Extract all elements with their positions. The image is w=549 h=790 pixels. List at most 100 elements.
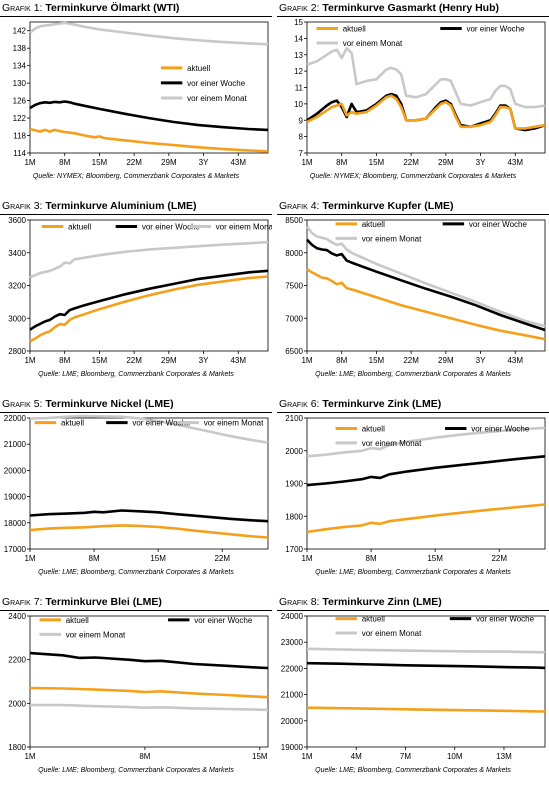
title-rule xyxy=(277,412,549,413)
y-tick-label: 2400 xyxy=(8,612,26,621)
y-tick-label: 22000 xyxy=(4,414,27,423)
y-tick-label: 3000 xyxy=(8,314,26,323)
series-line-vor-einer-Woche xyxy=(29,651,269,670)
chart-title: Grafik 3: Terminkurve Aluminium (LME) xyxy=(2,200,197,212)
y-tick-label: 15 xyxy=(294,18,303,27)
chart-title-text: Terminkurve Nickel (LME) xyxy=(45,398,174,410)
chart-source: Quelle: LME; Bloomberg, Commerzbank Corp… xyxy=(315,767,511,774)
series-line-vor-einer-Woche xyxy=(306,455,546,487)
x-tick-label: 8M xyxy=(59,356,70,365)
plot-frame xyxy=(306,417,546,550)
y-tick-label: 12 xyxy=(294,67,303,76)
y-tick-label: 130 xyxy=(13,79,27,88)
y-tick-label: 2000 xyxy=(285,447,303,456)
legend-label: vor einer Woche xyxy=(194,616,253,625)
x-tick-label: 3Y xyxy=(476,158,486,167)
x-tick-label: 29M xyxy=(161,158,177,167)
x-tick-label: 8M xyxy=(89,554,100,563)
x-tick-label: 7M xyxy=(400,752,411,761)
x-tick-label: 10M xyxy=(447,752,463,761)
chart-plot: 6500 7000 7500 8000 8500 1M 8M 15M 22M 29M 3Y 43M ak… xyxy=(285,216,546,365)
y-tick-label: 1900 xyxy=(285,480,303,489)
legend-label: vor einer Woche xyxy=(132,419,191,428)
x-tick-label: 15M xyxy=(369,158,385,167)
x-tick-label: 8M xyxy=(139,752,150,761)
chart-plot: 2800 3000 3200 3400 3600 1M 8M 15M 22M 29M 3Y 43M ak… xyxy=(8,216,272,365)
series-line-vor-einem-Monat xyxy=(30,703,269,712)
x-tick-label: 15M xyxy=(427,554,443,563)
x-tick-label: 43M xyxy=(230,356,246,365)
chart-number: Grafik 1: xyxy=(2,2,43,14)
chart-plot: 19000 20000 21000 22000 23000 24000 1M 4M 7M 10M 1… xyxy=(281,612,546,761)
chart-source: Quelle: LME; Bloomberg, Commerzbank Corp… xyxy=(38,767,234,774)
chart-title-text: Terminkurve Gasmarkt (Henry Hub) xyxy=(322,2,499,14)
plot-frame xyxy=(29,219,269,352)
x-tick-label: 22M xyxy=(214,554,230,563)
y-tick-label: 2000 xyxy=(8,699,26,708)
y-tick-label: 3400 xyxy=(8,249,26,258)
series-line-vor-einer-Woche xyxy=(306,238,546,332)
chart-panel-1: Grafik 1: Terminkurve Ölmarkt (WTI) 114 11… xyxy=(0,0,272,196)
x-tick-label: 1M xyxy=(301,356,312,365)
legend-label: aktuell xyxy=(362,220,385,229)
series-line-vor-einem-Monat xyxy=(29,21,269,46)
legend-label: vor einem Monat xyxy=(362,234,422,243)
x-tick-label: 15M xyxy=(150,554,166,563)
chart-title: Grafik 4: Terminkurve Kupfer (LME) xyxy=(279,200,453,212)
y-tick-label: 2100 xyxy=(285,414,303,423)
x-tick-label: 1M xyxy=(301,158,312,167)
series-line-vor-einer-Woche xyxy=(306,661,546,670)
y-tick-label: 7 xyxy=(299,149,304,158)
legend-label: aktuell xyxy=(343,25,366,34)
legend-label: aktuell xyxy=(362,424,385,433)
x-tick-label: 29M xyxy=(438,158,454,167)
chart-plot: 7 8 9 10 11 12 13 14 15 1M 8M 15M 22M 29M 3Y 43M aktuell… xyxy=(294,18,546,167)
y-tick-label: 20000 xyxy=(4,466,27,475)
series-line-vor-einer-Woche xyxy=(306,92,546,132)
y-tick-label: 21000 xyxy=(281,691,304,700)
y-tick-label: 134 xyxy=(13,62,27,71)
legend-label: vor einem Monat xyxy=(66,630,126,639)
title-rule xyxy=(0,16,272,17)
series-line-vor-einem-Monat xyxy=(305,225,546,328)
legend-label: aktuell xyxy=(187,64,210,73)
x-tick-label: 1M xyxy=(24,554,35,563)
y-tick-label: 19000 xyxy=(4,493,27,502)
series-line-vor-einem-Monat xyxy=(29,414,269,444)
series-line-aktuell xyxy=(29,127,269,153)
y-tick-label: 2800 xyxy=(8,347,26,356)
x-tick-label: 22M xyxy=(403,356,419,365)
title-rule xyxy=(0,610,272,611)
chart-panel-8: Grafik 8: Terminkurve Zinn (LME) 19000 200… xyxy=(277,594,549,790)
chart-plot: 1800 2000 2200 2400 1M 8M 15M aktuell vor einer … xyxy=(8,612,269,761)
x-tick-label: 8M xyxy=(336,356,347,365)
chart-source: Quelle: NYMEX; Bloomberg, Commerzbank Co… xyxy=(32,173,240,180)
chart-plot: 114 118 122 126 130 134 138 142 1M 8M 15M 22M 29M 3Y 4… xyxy=(13,21,269,167)
y-tick-label: 3200 xyxy=(8,282,26,291)
y-tick-label: 7000 xyxy=(285,314,303,323)
plot-frame xyxy=(306,615,546,748)
chart-number: Grafik 2: xyxy=(279,2,320,14)
legend-label: aktuell xyxy=(66,616,89,625)
x-tick-label: 29M xyxy=(438,356,454,365)
chart-title: Grafik 7: Terminkurve Blei (LME) xyxy=(2,596,162,608)
chart-plot: 17000 18000 19000 20000 21000 22000 1M 8M 15M 22M… xyxy=(4,414,269,563)
x-tick-label: 8M xyxy=(336,158,347,167)
y-tick-label: 6500 xyxy=(285,347,303,356)
legend-label: vor einer Woche xyxy=(469,220,528,229)
x-tick-label: 1M xyxy=(24,158,35,167)
legend-label: vor einem Monat xyxy=(362,629,422,638)
x-tick-label: 15M xyxy=(369,356,385,365)
x-tick-label: 15M xyxy=(92,356,108,365)
y-tick-label: 118 xyxy=(13,132,26,141)
legend-label: aktuell xyxy=(61,419,84,428)
chart-panel-5: Grafik 5: Terminkurve Nickel (LME) 17000 1… xyxy=(0,396,272,592)
chart-title-text: Terminkurve Kupfer (LME) xyxy=(322,200,454,212)
x-tick-label: 1M xyxy=(301,752,312,761)
legend-label: vor einer Woche xyxy=(142,223,201,232)
y-tick-label: 23000 xyxy=(281,638,304,647)
x-tick-label: 22M xyxy=(491,554,507,563)
chart-title: Grafik 6: Terminkurve Zink (LME) xyxy=(279,398,441,410)
chart-number: Grafik 6: xyxy=(279,398,320,410)
series-line-aktuell xyxy=(306,268,546,341)
